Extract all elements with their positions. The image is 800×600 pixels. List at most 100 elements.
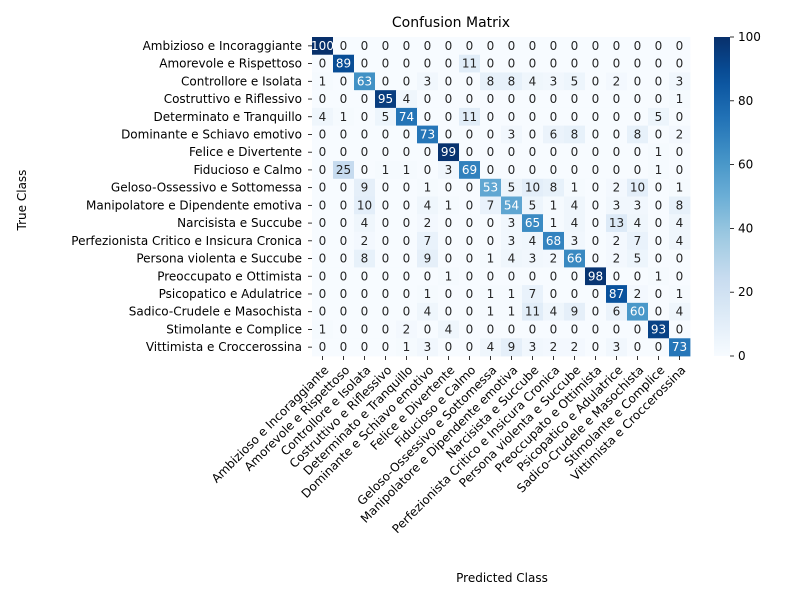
y-tick-label: Manipolatore e Dipendente emotiva [86,198,302,212]
cell-value-label: 0 [466,305,474,319]
cell-value-label: 3 [613,340,621,354]
cell-value-label: 9 [508,340,516,354]
heatmap-cell [459,72,481,91]
cell-value-label: 25 [336,163,351,177]
heatmap-cell [396,214,418,233]
heatmap-cell [375,302,397,321]
cell-value-label: 0 [361,163,369,177]
heatmap-cell [417,231,439,251]
heatmap-cell [606,320,628,339]
cell-value-label: 0 [655,305,663,319]
cell-value-label: 0 [403,216,411,230]
y-tick-label: Preoccupato e Ottimista [157,269,302,283]
cell-value-label: 0 [340,340,348,354]
heatmap-cell [375,338,397,357]
heatmap-cell [480,338,502,357]
cell-value-label: 4 [424,198,432,212]
heatmap-cell [564,90,586,109]
cell-value-label: 0 [466,234,474,248]
cell-value-label: 5 [529,198,537,212]
cell-value-label: 0 [445,252,453,266]
heatmap-cell [543,338,565,357]
cell-value-label: 0 [403,198,411,212]
heatmap-cell [459,285,481,304]
heatmap-cell [354,107,376,127]
cell-value-label: 63 [357,74,372,88]
cell-value-label: 0 [508,269,516,283]
cell-value-label: 0 [382,340,390,354]
cell-value-label: 4 [634,216,642,230]
cell-value-label: 3 [508,234,516,248]
heatmap-cell [648,90,670,109]
cell-value-label: 2 [613,252,621,266]
cell-value-label: 4 [676,216,684,230]
cell-value-label: 0 [529,127,537,141]
heatmap-cell [354,178,376,197]
cell-value-label: 1 [319,74,327,88]
cell-value-label: 0 [676,322,684,336]
heatmap-cell [438,231,460,251]
heatmap-cell [564,107,586,127]
heatmap-cell [501,37,523,56]
heatmap-cell [333,231,355,251]
heatmap-cell [543,267,565,286]
y-tick-label: Stimolante e Complice [166,322,302,336]
cell-value-label: 73 [672,340,687,354]
cell-value-label: 0 [676,39,684,53]
cell-value-label: 0 [613,127,621,141]
heatmap-cell [543,302,565,321]
y-tick-label: Felice e Divertente [189,145,302,159]
cell-value-label: 0 [487,145,495,159]
heatmap-cell [585,161,607,180]
cell-value-label: 1 [571,181,579,195]
cell-value-label: 0 [403,127,411,141]
chart-title: Confusion Matrix [392,15,510,31]
heatmap-cell [459,231,481,251]
cell-value-label: 0 [424,110,432,124]
heatmap-cell [396,72,418,91]
colorbar-gradient [714,37,730,356]
heatmap-cell [375,196,397,215]
cell-value-label: 0 [445,287,453,301]
cell-value-label: 0 [487,322,495,336]
cell-value-label: 9 [424,252,432,266]
cell-value-label: 0 [634,74,642,88]
heatmap-cell [606,338,628,357]
cell-value-label: 0 [466,198,474,212]
cell-value-label: 0 [634,322,642,336]
cell-value-label: 13 [609,216,624,230]
colorbar: 0 20 40 60 80 100 [714,30,761,363]
heatmap-cell [501,143,523,162]
heatmap-cell [564,249,586,268]
heatmap-cell [501,107,523,127]
cell-value-label: 0 [550,322,558,336]
cell-value-label: 0 [424,57,432,71]
heatmap-cell [375,125,397,144]
cell-value-label: 0 [319,252,327,266]
heatmap-cell [438,214,460,233]
heatmap-cell [417,125,439,144]
cell-value-label: 0 [424,92,432,106]
cell-value-label: 0 [382,234,390,248]
cell-value-label: 0 [340,287,348,301]
heatmap-cell [375,90,397,109]
cell-value-label: 0 [487,57,495,71]
heatmap-cell [648,267,670,286]
cell-value-label: 1 [445,269,453,283]
heatmap-cell [312,302,334,321]
cell-value-label: 0 [466,127,474,141]
cell-value-label: 3 [613,198,621,212]
heatmap-cell [585,302,607,321]
cell-value-label: 0 [655,287,663,301]
heatmap-cell [438,338,460,357]
cell-value-label: 0 [592,234,600,248]
heatmap-cell [606,285,628,304]
cell-value-label: 0 [676,57,684,71]
cell-value-label: 0 [676,269,684,283]
cell-value-label: 1 [655,145,663,159]
cell-value-label: 8 [361,252,369,266]
y-tick-label: Persona violenta e Succube [136,252,302,266]
cell-value-label: 0 [592,252,600,266]
heatmap-cell [606,196,628,215]
heatmap-cell [501,90,523,109]
